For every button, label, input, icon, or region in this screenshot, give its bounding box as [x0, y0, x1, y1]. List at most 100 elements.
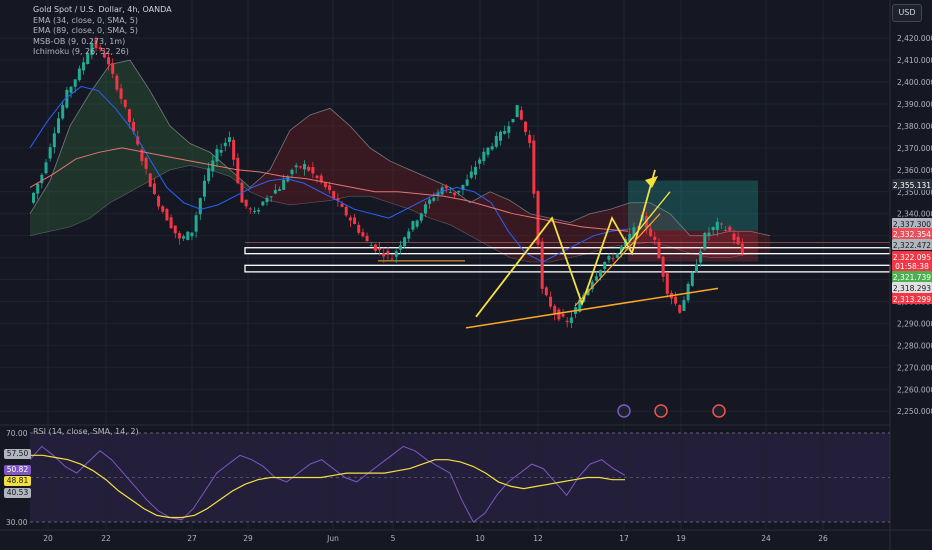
- candle-body: [665, 273, 669, 294]
- candle-body: [82, 62, 86, 71]
- price-tick: 2,380.000: [897, 122, 932, 131]
- candle-body: [719, 223, 723, 225]
- candle-body: [290, 169, 294, 175]
- candle-body: [465, 179, 469, 186]
- candle-body: [403, 237, 407, 247]
- indicator-ema89[interactable]: EMA (89, close, 0, SMA, 5): [33, 26, 138, 35]
- candle-body: [52, 133, 56, 148]
- candle-body: [278, 189, 282, 191]
- time-tick: 12: [533, 534, 543, 543]
- candle-body: [353, 217, 357, 224]
- candle-body: [657, 242, 661, 259]
- candle-body: [715, 221, 719, 230]
- time-tick: Jun: [326, 534, 339, 543]
- candle-body: [165, 208, 169, 221]
- event-icons[interactable]: [617, 404, 726, 418]
- candle-body: [132, 121, 136, 132]
- candle-body: [603, 261, 607, 269]
- price-tick: 2,420.000: [897, 34, 932, 43]
- price-tag-label: 2,318.293: [893, 284, 931, 293]
- candle-body: [619, 246, 623, 253]
- price-tag-label: 2,322.472: [893, 241, 931, 250]
- candle-body: [398, 245, 402, 250]
- candle-body: [686, 283, 690, 301]
- candle-body: [444, 185, 448, 189]
- symbol-title[interactable]: Gold Spot / U.S. Dollar, 4h, OANDA: [33, 5, 172, 14]
- candle-body: [494, 135, 498, 147]
- rsi-line: [29, 445, 626, 523]
- candle-body: [740, 243, 744, 254]
- candle-body: [498, 131, 502, 141]
- candle-body: [369, 245, 373, 247]
- candle-body: [557, 309, 561, 320]
- time-tick: 17: [619, 534, 629, 543]
- candle-body: [340, 203, 344, 207]
- cloud-segment: [30, 180, 50, 236]
- cloud-segment: [230, 169, 250, 192]
- span-b-line: [29, 165, 770, 263]
- candle-body: [227, 137, 231, 143]
- candle-body: [261, 201, 265, 206]
- ema89-line: [29, 147, 629, 232]
- candle-body: [703, 232, 707, 250]
- price-tick: 2,370.000: [897, 144, 932, 153]
- candle-body: [273, 189, 277, 194]
- candle-body: [303, 163, 307, 170]
- candle-body: [223, 142, 227, 147]
- candle-body: [528, 134, 532, 144]
- price-tag-label: 2,313.299: [893, 295, 931, 304]
- rsi-ma-line: [30, 454, 625, 519]
- candle-body: [565, 320, 569, 323]
- candle-body: [469, 171, 473, 178]
- candle-body: [678, 305, 682, 313]
- cloud-segment: [50, 125, 70, 232]
- candle-body: [736, 236, 740, 245]
- flag-icon: [654, 404, 668, 418]
- candle-body: [478, 159, 482, 164]
- cloud-segment: [370, 147, 390, 203]
- indicator-ichimoku[interactable]: Ichimoku (9, 26, 52, 26): [33, 47, 129, 56]
- candle-body: [448, 192, 452, 194]
- candle-body: [515, 105, 519, 118]
- rsi-axis-30: 30.00: [6, 518, 28, 527]
- indicator-msb-ob[interactable]: MSB-OB (9, 0.273, 1m): [33, 36, 126, 46]
- candle-body: [57, 118, 61, 133]
- candle-body: [315, 175, 319, 179]
- time-tick: 24: [761, 534, 771, 543]
- candle-body: [599, 270, 603, 277]
- candle-body: [473, 166, 477, 175]
- candle-body: [177, 233, 181, 239]
- candle-body: [615, 253, 619, 258]
- candle-body: [636, 226, 640, 228]
- rsi-axis-70: 70.00: [6, 429, 28, 438]
- candle-body: [578, 299, 582, 312]
- rsi-legend[interactable]: RSI (14, close, SMA, 14, 2): [33, 427, 139, 436]
- candle-body: [215, 149, 219, 162]
- price-tick: 2,260.000: [897, 385, 932, 394]
- price-tag-bg: [892, 251, 932, 262]
- candle-body: [490, 146, 494, 150]
- cloud-segment: [710, 231, 730, 258]
- candle-body: [65, 89, 69, 108]
- price-tick: 2,390.000: [897, 100, 932, 109]
- currency-button[interactable]: USD: [892, 4, 922, 22]
- indicator-ema34[interactable]: EMA (34, close, 0, SMA, 5): [33, 15, 138, 25]
- candle-body: [365, 235, 369, 242]
- price-tick: 2,350.000: [897, 188, 932, 197]
- candle-body: [136, 136, 140, 145]
- candle-body: [107, 57, 111, 65]
- price-tick: 2,290.000: [897, 319, 932, 328]
- time-axis[interactable]: 20 22 27 29 Jun 5 10 12 17 19 24 26: [0, 529, 932, 543]
- price-tag-bg: [892, 228, 932, 239]
- cloud-segment: [310, 108, 330, 203]
- rsi-tag: 57.50: [4, 449, 31, 459]
- cloud-segment: [570, 213, 590, 258]
- candle-body: [540, 241, 544, 289]
- candle-body: [207, 168, 211, 182]
- cloud-segment: [290, 114, 310, 205]
- candle-body: [694, 264, 698, 273]
- cloud-segment: [250, 169, 270, 201]
- candle-body: [307, 166, 311, 171]
